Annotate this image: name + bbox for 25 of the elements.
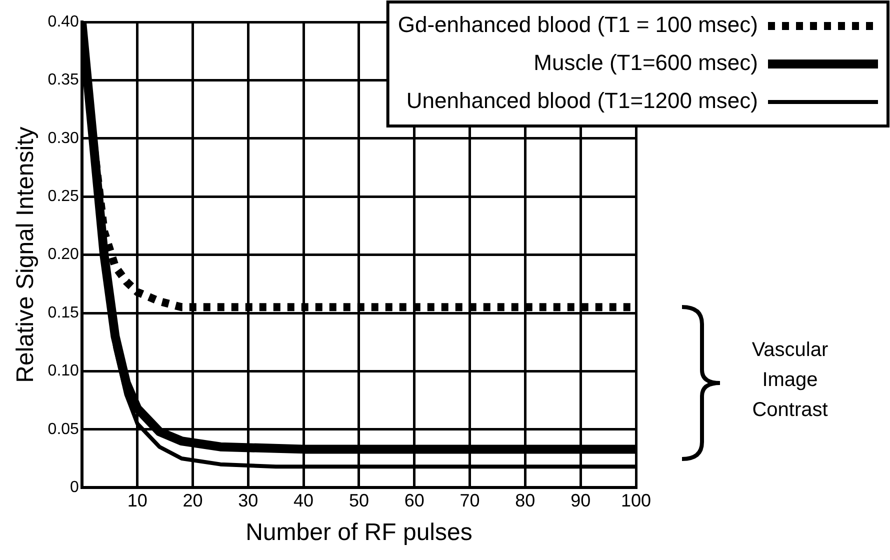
x-tick-label: 10 [127, 490, 148, 510]
y-tick-label: 0.30 [48, 130, 80, 147]
text: Vascular Image Contrast [750, 338, 830, 423]
y-tick-label: 0.35 [48, 72, 80, 89]
legend-label: Unenhanced blood (T1=1200 msec) [406, 88, 758, 114]
x-tick-label: 50 [348, 490, 369, 510]
x-tick-label: 20 [182, 490, 203, 510]
y-tick-label: 0.15 [48, 304, 80, 322]
legend-label: Gd-enhanced blood (T1 = 100 msec) [398, 12, 758, 38]
y-tick-label: 0 [70, 479, 80, 496]
x-tick-label: 90 [570, 490, 591, 510]
x-tick-label: 80 [515, 490, 536, 510]
y-tick-label: 0.05 [48, 420, 80, 438]
x-tick-label: 40 [294, 490, 314, 510]
legend-label: Muscle (T1=600 msec) [534, 50, 758, 76]
y-tick-label: 0.40 [48, 13, 80, 30]
x-tick-label: 70 [460, 490, 480, 510]
y-tick-label: 0.25 [48, 188, 80, 206]
y-tick-label: 0.10 [48, 362, 80, 380]
x-tick-label: 60 [404, 490, 424, 510]
x-tick-label: 30 [238, 490, 258, 510]
y-axis-title: Relative Signal Intensity [12, 126, 40, 383]
y-tick-label: 0.20 [48, 246, 80, 264]
x-axis-title: Number of RF pulses [246, 519, 472, 546]
x-tick-label: 100 [620, 490, 652, 510]
